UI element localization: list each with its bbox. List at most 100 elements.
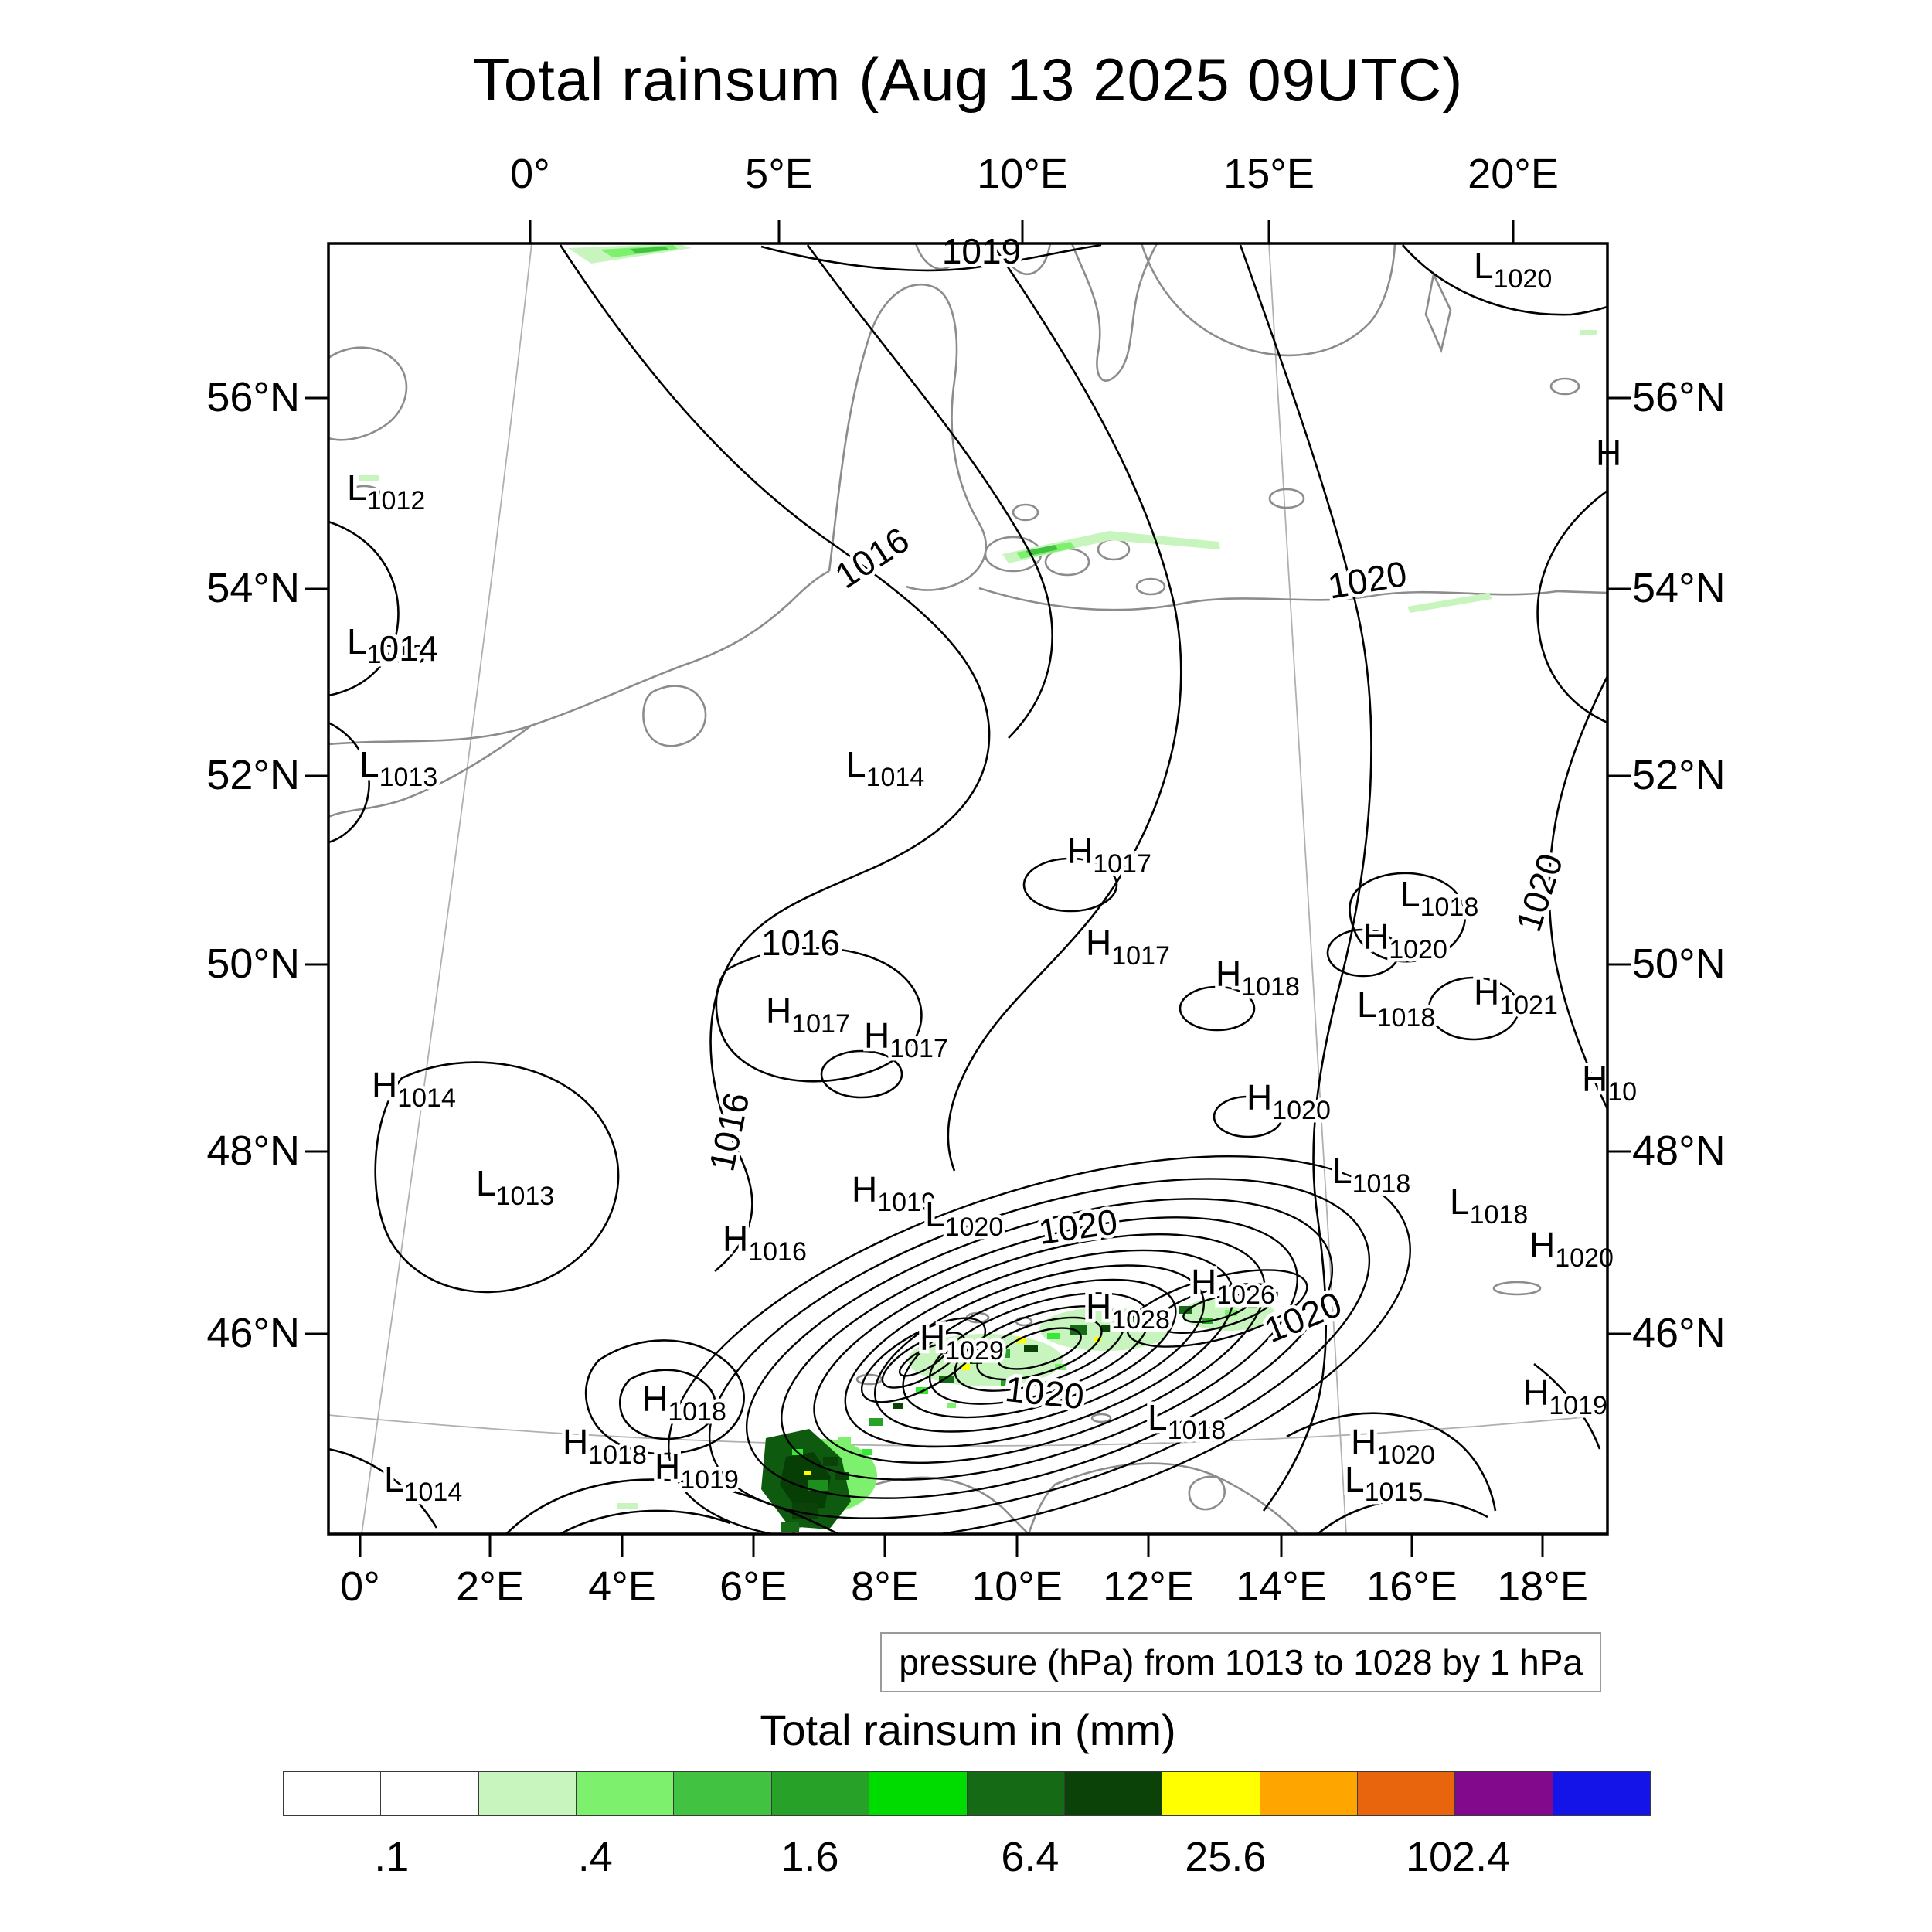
- axis-label-lon-bottom: 10°E: [971, 1563, 1063, 1610]
- isobar-value-label: 1020: [1508, 849, 1570, 936]
- low-pressure-marker: L1015: [1345, 1459, 1423, 1507]
- axis-label-lat-left: 48°N: [206, 1128, 300, 1174]
- axis-label-lat-right: 48°N: [1632, 1128, 1726, 1174]
- page-title: Total rainsum (Aug 13 2025 09UTC): [472, 46, 1464, 114]
- axis-label-lon-bottom: 2°E: [456, 1563, 524, 1610]
- axis-label-lat-right: 56°N: [1632, 374, 1726, 420]
- high-pressure-marker: H10: [1582, 1059, 1637, 1107]
- colorbar-tick-label: 6.4: [1001, 1834, 1060, 1880]
- map-frame: [327, 242, 1609, 1536]
- axis-label-lat-right: 52°N: [1632, 752, 1726, 798]
- axis-label-lon-bottom: 18°E: [1497, 1563, 1588, 1610]
- axis-label-lon-top: 0°: [510, 151, 550, 197]
- isobar-value-label: 1020: [1036, 1201, 1120, 1252]
- axis-label-lat-right: 50°N: [1632, 940, 1726, 987]
- rain-colorbar: [283, 1771, 1651, 1816]
- low-pressure-marker: L1012: [347, 468, 425, 515]
- isobar-value-label: 1016: [761, 923, 840, 963]
- high-pressure-marker: H1020: [1363, 917, 1447, 964]
- axis-label-lon-bottom: 12°E: [1103, 1563, 1194, 1610]
- axis-label-lon-bottom: 4°E: [588, 1563, 656, 1610]
- axis-label-lat-left: 54°N: [206, 565, 300, 611]
- low-pressure-marker: L1018: [1450, 1182, 1528, 1230]
- isobar-value-label: 1020: [1325, 553, 1410, 607]
- low-pressure-marker: L1013: [359, 744, 437, 792]
- coastlines: [328, 243, 1607, 1534]
- low-pressure-marker: L1018: [1357, 985, 1435, 1032]
- high-pressure-marker: H1026: [1191, 1262, 1275, 1310]
- axis-label-lon-top: 5°E: [745, 151, 813, 197]
- high-pressure-marker: H1017: [864, 1015, 948, 1063]
- axis-label-lon-bottom: 0°: [340, 1563, 380, 1610]
- high-pressure-marker: H1018: [563, 1422, 647, 1470]
- high-pressure-marker: H1019: [655, 1447, 739, 1495]
- high-pressure-marker: H1020: [1529, 1225, 1614, 1273]
- high-pressure-marker: H1018: [642, 1379, 726, 1427]
- colorbar-cell: [1552, 1771, 1651, 1816]
- high-pressure-marker: H1020: [1247, 1077, 1331, 1125]
- colorbar-cell: [869, 1771, 968, 1816]
- high-pressure-marker: H1018: [1216, 954, 1300, 1002]
- low-pressure-marker: L1014: [846, 744, 924, 792]
- low-pressure-marker: L1020: [1474, 246, 1552, 294]
- axis-label-lon-bottom: 14°E: [1236, 1563, 1327, 1610]
- high-pressure-marker: H1021: [1474, 972, 1558, 1020]
- colorbar-cell: [380, 1771, 479, 1816]
- colorbar-cell: [478, 1771, 577, 1816]
- axis-label-lat-left: 46°N: [206, 1310, 300, 1356]
- colorbar-cell: [966, 1771, 1065, 1816]
- low-pressure-marker: L1018: [1400, 874, 1478, 922]
- axis-label-lat-left: 56°N: [206, 374, 300, 420]
- isobar-value-label: 1019: [942, 231, 1021, 271]
- low-pressure-marker: L1013: [476, 1163, 554, 1211]
- colorbar-cell: [576, 1771, 675, 1816]
- low-pressure-marker: L1020: [925, 1194, 1003, 1242]
- rain-shading: [359, 243, 1597, 1532]
- axis-label-lat-left: 50°N: [206, 940, 300, 987]
- high-pressure-marker: H1014: [372, 1065, 456, 1113]
- colorbar-cell: [673, 1771, 772, 1816]
- axis-ticks: [305, 220, 1631, 1557]
- axis-label-lon-top: 15°E: [1223, 151, 1315, 197]
- high-pressure-marker: H1017: [766, 991, 850, 1039]
- colorbar-tick-label: .4: [577, 1834, 613, 1880]
- colorbar-tick-label: 1.6: [781, 1834, 839, 1880]
- colorbar-cell: [1162, 1771, 1260, 1816]
- isobar-value-label: 1016: [828, 519, 916, 596]
- axis-label-lon-bottom: 16°E: [1366, 1563, 1458, 1610]
- colorbar-cell: [770, 1771, 870, 1816]
- isobar-value-label: 1020: [1003, 1369, 1086, 1417]
- isobars: [328, 243, 1607, 1534]
- colorbar-tick-label: .1: [374, 1834, 410, 1880]
- colorbar-cell: [1259, 1771, 1358, 1816]
- axis-label-lon-bottom: 8°E: [851, 1563, 919, 1610]
- axis-label-lon-top: 10°E: [977, 151, 1068, 197]
- axis-label-lat-right: 46°N: [1632, 1310, 1726, 1356]
- axis-label-lon-bottom: 6°E: [719, 1563, 787, 1610]
- axis-label-lon-top: 20°E: [1468, 151, 1559, 197]
- axis-label-lat-left: 52°N: [206, 752, 300, 798]
- colorbar-tick-label: 102.4: [1405, 1834, 1511, 1880]
- pressure-caption: pressure (hPa) from 1013 to 1028 by 1 hP…: [880, 1632, 1601, 1692]
- high-pressure-marker: H1020: [1351, 1422, 1435, 1470]
- axis-label-lat-right: 54°N: [1632, 565, 1726, 611]
- high-pressure-marker: H1029: [920, 1318, 1004, 1366]
- colorbar-tick-label: 25.6: [1185, 1834, 1267, 1880]
- high-pressure-marker: H1017: [1086, 923, 1170, 971]
- low-pressure-marker: L1013: [347, 621, 425, 669]
- high-pressure-marker: H1019: [1523, 1372, 1607, 1420]
- high-pressure-marker: H1017: [1067, 831, 1151, 879]
- colorbar-cell: [1356, 1771, 1456, 1816]
- high-pressure-marker: H1016: [723, 1219, 807, 1267]
- low-pressure-marker: L1018: [1148, 1397, 1226, 1445]
- low-pressure-marker: L1014: [384, 1459, 462, 1507]
- colorbar-cell: [1454, 1771, 1553, 1816]
- isobar-value-label: 014: [379, 628, 439, 668]
- low-pressure-marker: L1018: [1332, 1151, 1410, 1199]
- legend-title: Total rainsum in (mm): [760, 1706, 1176, 1754]
- colorbar-cell: [283, 1771, 382, 1816]
